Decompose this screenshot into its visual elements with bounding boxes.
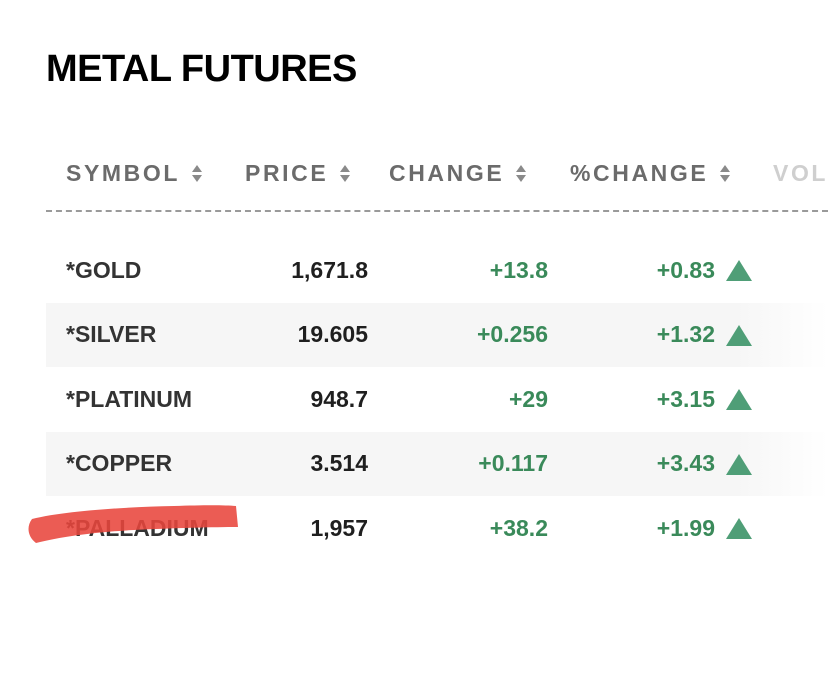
sort-arrows-icon[interactable] <box>192 164 202 182</box>
pct-change-cell: +0.83 <box>656 256 715 283</box>
price-cell: 19.605 <box>297 321 368 347</box>
pct-change-cell: +3.15 <box>656 385 715 412</box>
page-title: METAL FUTURES <box>46 48 357 90</box>
column-label-symbol: SYMBOL <box>66 159 180 186</box>
price-cell: 1,957 <box>310 514 368 541</box>
column-label-price: PRICE <box>245 159 329 186</box>
table-row[interactable]: *PLATINUM 948.7 +29 +3.15 <box>46 367 828 432</box>
symbol-cell[interactable]: *COPPER <box>66 450 173 476</box>
pct-change-cell: +3.43 <box>656 450 715 476</box>
symbol-cell[interactable]: *SILVER <box>66 321 157 347</box>
symbol-cell[interactable]: *PLATINUM <box>66 385 193 412</box>
triangle-up-icon <box>726 453 752 475</box>
pct-change-cell: +1.99 <box>656 514 715 541</box>
triangle-up-icon <box>726 324 752 346</box>
header-divider <box>46 210 828 212</box>
price-cell: 948.7 <box>310 385 368 412</box>
table-row[interactable]: *COPPER 3.514 +0.117 +3.43 <box>46 431 828 496</box>
symbol-cell[interactable]: *GOLD <box>66 256 142 283</box>
price-cell: 3.514 <box>310 450 368 476</box>
column-header-symbol[interactable]: SYMBOL <box>66 150 202 196</box>
price-cell: 1,671.8 <box>291 256 368 283</box>
column-header-volume[interactable]: VOL <box>773 150 828 196</box>
table-header: SYMBOL PRICE CHANGE %CHANGE VOL <box>46 150 828 196</box>
table-row[interactable]: *SILVER 19.605 +0.256 +1.32 <box>46 302 828 367</box>
column-header-price[interactable]: PRICE <box>245 150 351 196</box>
column-label-change: CHANGE <box>389 159 505 186</box>
change-cell: +38.2 <box>489 514 548 541</box>
change-cell: +0.256 <box>477 321 548 347</box>
sort-arrows-icon[interactable] <box>340 164 351 182</box>
column-header-pct-change[interactable]: %CHANGE <box>570 150 731 196</box>
pct-change-cell: +1.32 <box>656 321 715 347</box>
futures-table: *GOLD 1,671.8 +13.8 +0.83 *SILVER 19.605… <box>46 238 828 561</box>
triangle-up-icon <box>726 518 752 539</box>
red-highlight-mark <box>28 505 238 543</box>
column-label-pct-change: %CHANGE <box>570 159 709 186</box>
sort-arrows-icon[interactable] <box>720 164 731 182</box>
column-label-volume: VOL <box>773 159 828 186</box>
change-cell: +13.8 <box>489 256 548 283</box>
change-cell: +0.117 <box>478 450 548 476</box>
triangle-up-icon <box>726 389 752 410</box>
column-header-change[interactable]: CHANGE <box>389 150 527 196</box>
sort-arrows-icon[interactable] <box>516 164 527 182</box>
table-row[interactable]: *GOLD 1,671.8 +13.8 +0.83 <box>46 238 828 303</box>
change-cell: +29 <box>508 385 548 412</box>
triangle-up-icon <box>726 260 752 281</box>
